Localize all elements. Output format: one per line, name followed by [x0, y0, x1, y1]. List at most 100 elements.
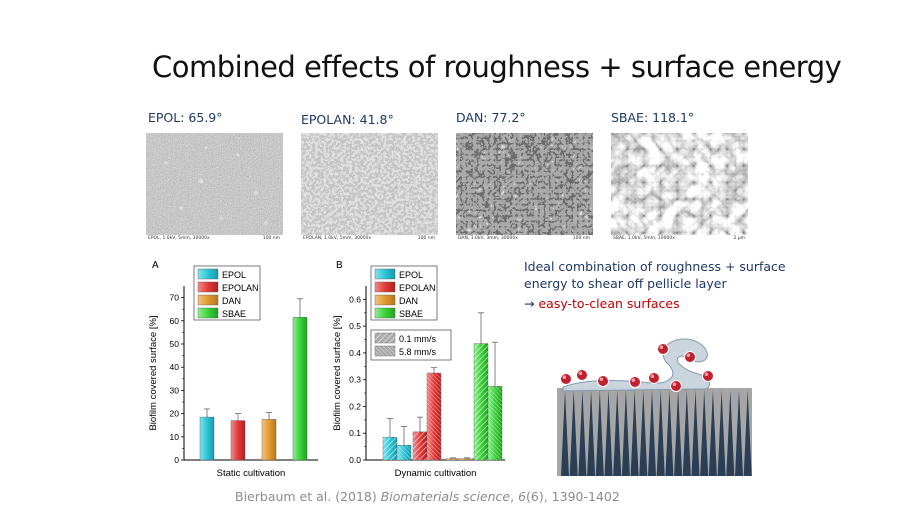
- charts-area: A 0 10 20 30 40 50 60 70 Biofilm covered surface …: [148, 260, 505, 479]
- bacterium: [597, 375, 609, 387]
- legend-a-label-epol: EPOL: [222, 270, 246, 280]
- y-tick-label-b: 0.5: [349, 321, 361, 331]
- citation-volume: 6: [518, 489, 527, 504]
- y-tick-label-a: 70: [170, 293, 180, 303]
- legend-a-swatch-dan: [197, 294, 219, 306]
- caption-epolan: EPOLAN: 41.8°: [301, 112, 394, 127]
- nanospike: [735, 390, 743, 476]
- bacterium-highlight: [650, 374, 655, 378]
- legend-b-label-epol: EPOL: [399, 270, 423, 280]
- nanospike: [587, 390, 596, 476]
- citation-journal: Biomaterials science: [380, 489, 511, 504]
- legend-b-label-epolan: EPOLAN: [399, 283, 436, 293]
- nanospike: [708, 390, 717, 476]
- nanospike: [613, 390, 622, 476]
- sem-texture-epolan: [301, 133, 438, 243]
- pellicle-schematic: [557, 338, 752, 476]
- citation: Bierbaum et al. (2018) Biomaterials scie…: [235, 489, 620, 504]
- y-tick-label-a: 60: [170, 316, 180, 326]
- nanospike: [717, 390, 726, 476]
- bacterium: [670, 380, 682, 392]
- sem-image-dan: DAN, 1.0kV, 3mm, 30000x 100 nm: [456, 133, 593, 243]
- bar-b-dan-s1-hatch: [446, 458, 460, 460]
- sem-footer-sbae: SBAE, 1.0kV, 5mm, 10000x: [613, 236, 675, 241]
- bar-a-epol: [199, 416, 215, 461]
- bacterium: [629, 376, 641, 388]
- y-tick-label-b: 0.0: [349, 455, 361, 465]
- y-tick-label-a: 50: [170, 339, 180, 349]
- y-axis-label-b: Biofilm covered surface [%]: [332, 315, 343, 430]
- sem-scale-sbae: 2 µm: [733, 236, 745, 241]
- y-axis-label-a: Biofilm covered surface [%]: [148, 315, 159, 430]
- nanospike: [700, 390, 709, 476]
- sem-image-epol: EPOL, 1.0kV, 5mm, 30000x 100 nm: [146, 133, 283, 243]
- bacterium: [560, 373, 572, 385]
- bar-b-epol-s2-hatch: [397, 445, 411, 460]
- nanospike: [648, 390, 656, 476]
- nanospikes: [561, 390, 752, 476]
- legend-b-swatch-epol: [374, 268, 396, 280]
- nanospike: [621, 390, 630, 476]
- bar-b-epolan-s1-hatch: [413, 431, 427, 460]
- chart-a: A 0 10 20 30 40 50 60 70 Biofilm covered surface …: [148, 260, 318, 479]
- caption-dan: DAN: 77.2°: [456, 110, 526, 125]
- y-tick-label-a: 0: [174, 455, 179, 465]
- bacterium-highlight: [659, 345, 664, 349]
- sem-scale-epolan: 100 nm: [417, 236, 435, 241]
- nanospike: [578, 390, 587, 476]
- right-text-block: Ideal combination of roughness + surface…: [524, 258, 794, 312]
- legend-b-swatch-epolan: [374, 281, 396, 293]
- sem-scale-epol: 100 nm: [262, 236, 280, 241]
- bacterium: [576, 369, 588, 381]
- bar-b-epolan-s2-hatch: [427, 373, 441, 460]
- bar-b-epol-s1-hatch: [383, 437, 397, 460]
- bacterium-highlight: [704, 372, 709, 376]
- nanospike: [561, 390, 569, 476]
- caption-sbae: SBAE: 118.1°: [611, 110, 695, 125]
- legend-b-label-dan: DAN: [399, 296, 418, 306]
- bacterium-highlight: [686, 353, 691, 357]
- legend-a-label-dan: DAN: [222, 296, 241, 306]
- slide-title: Combined effects of roughness + surface …: [152, 50, 842, 84]
- legend-b2-label-1: 0.1 mm/s: [399, 334, 437, 344]
- sem-footer-dan: DAN, 1.0kV, 3mm, 30000x: [458, 236, 518, 241]
- bar-a-sbae: [292, 317, 308, 461]
- bacterium: [657, 343, 669, 355]
- y-tick-label-a: 20: [170, 409, 180, 419]
- legend-b-swatch-sbae: [374, 307, 396, 319]
- legend-b-label-sbae: SBAE: [399, 309, 423, 319]
- bacterium-highlight: [631, 378, 636, 382]
- nanospike: [595, 390, 604, 476]
- sem-texture-epol: [146, 133, 283, 243]
- legend-a-swatch-sbae: [197, 307, 219, 319]
- chart-b: B 0.0 0.1 0.2 0.3 0.4 0.5 0.6 Biofilm covered su…: [332, 260, 505, 479]
- bacteria-group: [560, 343, 714, 392]
- legend-b-swatch-dan: [374, 294, 396, 306]
- legend-b2-label-2: 5.8 mm/s: [399, 347, 437, 357]
- caption-epol: EPOL: 65.9°: [148, 110, 223, 125]
- legend-a-label-epolan: EPOLAN: [222, 283, 259, 293]
- bacterium: [684, 351, 696, 363]
- nanospike: [726, 390, 735, 476]
- sem-scale-dan: 100 nm: [572, 236, 590, 241]
- statement-text: Ideal combination of roughness + surface…: [524, 259, 786, 291]
- bacterium-highlight: [578, 371, 583, 375]
- y-tick-label-a: 30: [170, 385, 180, 395]
- legend-a-label-sbae: SBAE: [222, 309, 246, 319]
- conclusion-text: easy-to-clean surfaces: [538, 296, 680, 311]
- bar-b-sbae-s1-hatch: [474, 343, 488, 460]
- y-tick-label-b: 0.2: [349, 401, 361, 411]
- sem-image-epolan: EPOLAN, 1.0kV, 5mm, 30000x 100 nm: [301, 133, 438, 243]
- bacterium: [702, 370, 714, 382]
- x-axis-label-b: Dynamic cultivation: [395, 468, 477, 479]
- nanospike: [656, 390, 665, 476]
- legend-a-swatch-epol: [197, 268, 219, 280]
- bar-a-dan: [261, 419, 277, 461]
- legend-b2: 0.1 mm/s 5.8 mm/s: [370, 329, 452, 361]
- sem-texture-dan: [456, 133, 593, 243]
- nanospike: [569, 390, 578, 476]
- bacterium-highlight: [672, 382, 677, 386]
- pellicle-layer: [562, 338, 711, 392]
- bacterium-highlight: [599, 377, 604, 381]
- nanospike: [604, 390, 613, 476]
